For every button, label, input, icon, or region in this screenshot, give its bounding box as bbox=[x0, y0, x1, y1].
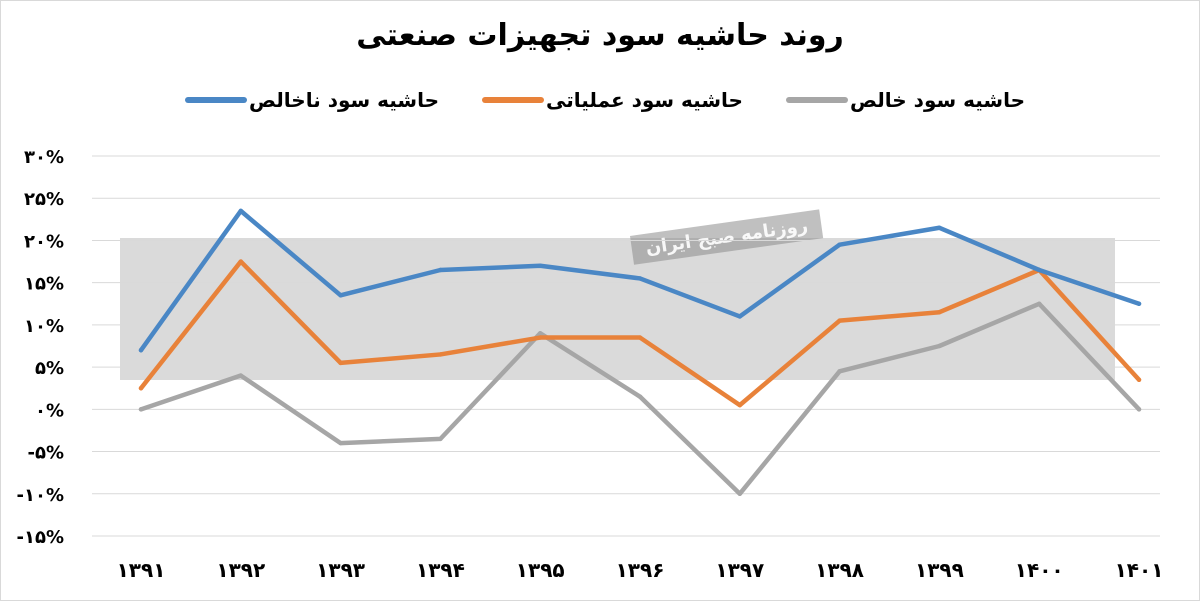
x-tick-label: ۱۳۹۵ bbox=[516, 558, 565, 582]
y-tick-label: ۵% bbox=[35, 358, 64, 379]
x-tick-label: ۱۳۹۴ bbox=[416, 558, 465, 582]
y-tick-label: ۱۵% bbox=[24, 274, 64, 295]
x-tick-label: ۱۴۰۰ bbox=[1015, 558, 1064, 582]
chart-legend: حاشیه سود ناخالص حاشیه سود عملیاتی حاشیه… bbox=[0, 88, 1200, 118]
chart-title: روند حاشیه سود تجهیزات صنعتی bbox=[356, 18, 844, 53]
data-point bbox=[1037, 267, 1042, 273]
data-point bbox=[837, 318, 842, 323]
data-point bbox=[538, 263, 543, 268]
data-point bbox=[1136, 377, 1142, 382]
data-point bbox=[937, 310, 942, 315]
legend-item-net: حاشیه سود خالص bbox=[786, 88, 1025, 112]
data-point bbox=[1037, 301, 1042, 306]
data-point bbox=[737, 314, 742, 319]
x-tick-label: ۱۴۰۱ bbox=[1115, 558, 1164, 582]
y-tick-label: ۲۰% bbox=[24, 231, 64, 252]
data-point bbox=[937, 225, 942, 230]
data-point bbox=[138, 386, 144, 391]
data-point bbox=[538, 335, 543, 340]
x-tick-label: ۱۳۹۲ bbox=[216, 558, 265, 582]
data-point bbox=[837, 369, 842, 374]
x-tick-label: ۱۳۹۱ bbox=[117, 558, 166, 582]
y-tick-label: -۱۰% bbox=[17, 485, 64, 506]
legend-label-net: حاشیه سود خالص bbox=[850, 88, 1025, 112]
legend-swatch-gross bbox=[185, 97, 247, 103]
data-point bbox=[538, 331, 543, 336]
y-tick-label: -۱۵% bbox=[17, 527, 64, 548]
x-tick-label: ۱۳۹۸ bbox=[815, 558, 864, 582]
data-point bbox=[637, 394, 643, 399]
y-tick-label: ۳۰% bbox=[24, 147, 64, 168]
data-point bbox=[837, 242, 842, 247]
x-tick-label: ۱۳۹۷ bbox=[715, 558, 764, 582]
data-point bbox=[338, 293, 343, 298]
data-point bbox=[238, 259, 243, 264]
y-tick-label: -۵% bbox=[28, 443, 65, 464]
data-point bbox=[138, 348, 144, 353]
data-point bbox=[937, 343, 942, 349]
data-point bbox=[238, 208, 243, 214]
y-tick-label: ۲۵% bbox=[24, 189, 64, 210]
legend-item-operating: حاشیه سود عملیاتی bbox=[482, 88, 743, 112]
data-point bbox=[338, 360, 343, 366]
legend-label-gross: حاشیه سود ناخالص bbox=[249, 88, 440, 112]
legend-swatch-operating bbox=[482, 97, 544, 103]
data-point bbox=[138, 407, 144, 412]
legend-label-operating: حاشیه سود عملیاتی bbox=[546, 88, 743, 112]
x-tick-label: ۱۳۹۶ bbox=[616, 558, 665, 582]
data-point bbox=[238, 373, 243, 378]
data-point bbox=[438, 352, 443, 357]
data-point bbox=[1136, 407, 1142, 412]
data-point bbox=[737, 402, 742, 408]
data-point bbox=[737, 491, 742, 496]
legend-swatch-net bbox=[786, 97, 848, 103]
data-point bbox=[338, 440, 343, 446]
x-tick-label: ۱۳۹۳ bbox=[316, 558, 365, 582]
data-point bbox=[637, 335, 643, 340]
data-point bbox=[438, 436, 443, 442]
data-point bbox=[1136, 301, 1142, 306]
y-tick-label: ۰% bbox=[35, 400, 64, 421]
data-point bbox=[438, 267, 443, 273]
data-point bbox=[637, 276, 643, 281]
y-tick-label: ۱۰% bbox=[24, 316, 64, 337]
x-tick-label: ۱۳۹۹ bbox=[915, 558, 964, 582]
legend-item-gross: حاشیه سود ناخالص bbox=[185, 88, 439, 112]
